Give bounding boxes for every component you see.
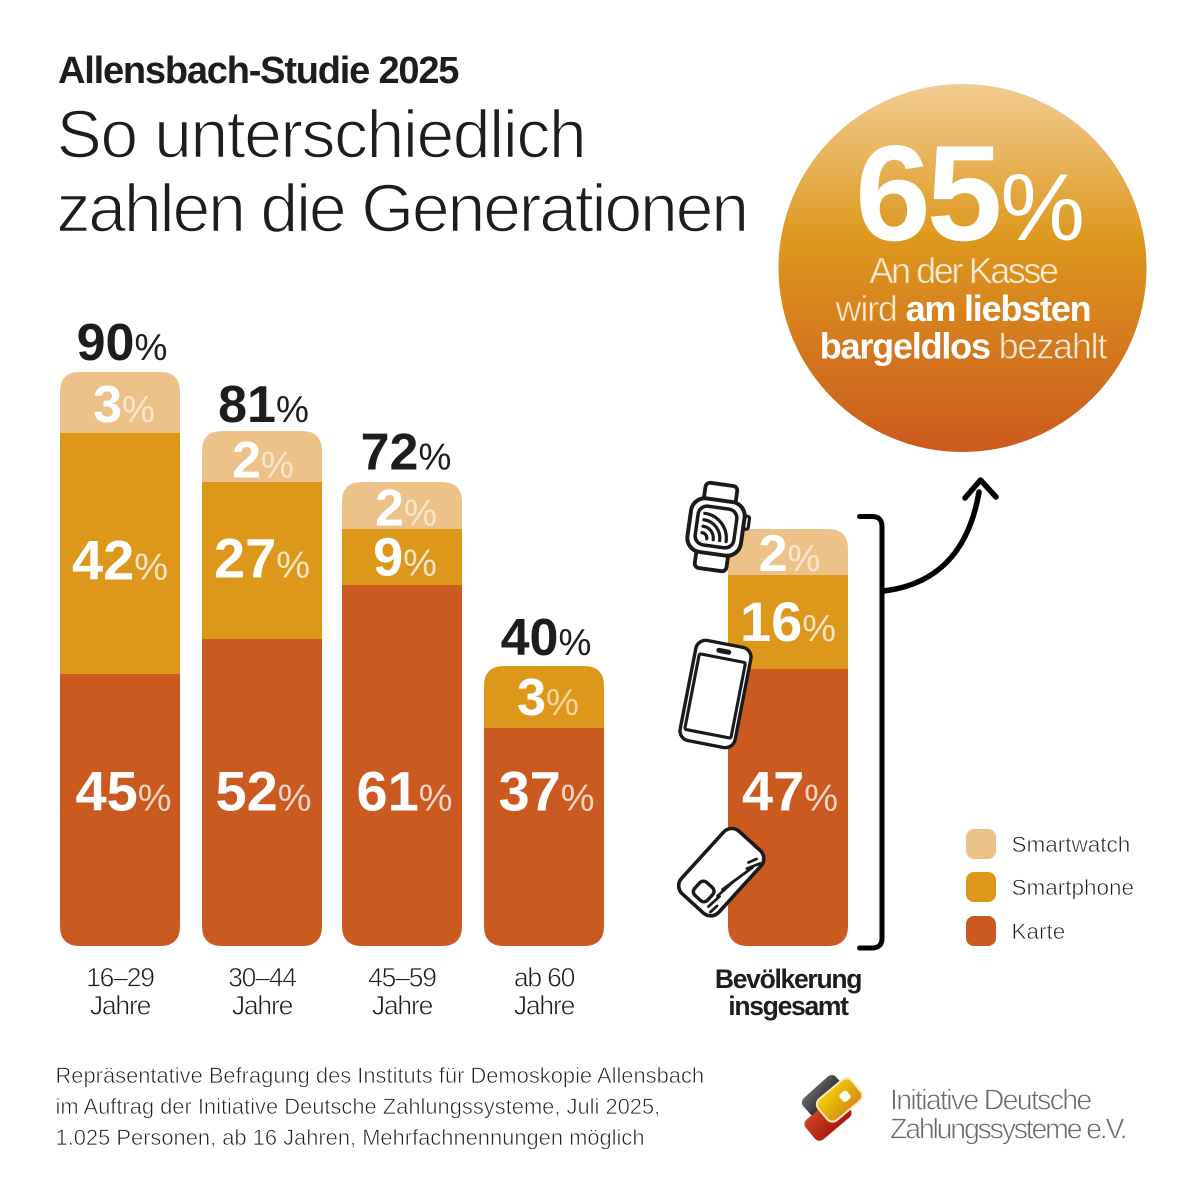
- svg-text:2%: 2%: [759, 525, 821, 583]
- svg-text:Jahre: Jahre: [232, 991, 293, 1021]
- svg-text:2%: 2%: [232, 432, 294, 490]
- svg-text:insgesamt: insgesamt: [728, 991, 849, 1021]
- svg-text:Jahre: Jahre: [372, 991, 433, 1021]
- svg-text:ab 60: ab 60: [514, 963, 575, 993]
- svg-text:9%: 9%: [373, 528, 437, 588]
- svg-text:47%: 47%: [742, 760, 838, 823]
- svg-text:Karte: Karte: [1012, 919, 1066, 944]
- svg-text:45%: 45%: [75, 760, 171, 823]
- svg-text:2%: 2%: [375, 480, 437, 538]
- svg-text:wird am liebsten: wird am liebsten: [835, 288, 1091, 329]
- svg-text:zahlen die Generationen: zahlen die Generationen: [57, 171, 747, 247]
- svg-text:Initiative Deutsche: Initiative Deutsche: [890, 1085, 1091, 1117]
- svg-text:45–59: 45–59: [368, 963, 436, 993]
- svg-text:16%: 16%: [740, 590, 836, 653]
- svg-text:81%: 81%: [218, 376, 309, 434]
- svg-text:1.025 Personen, ab 16 Jahren,: 1.025 Personen, ab 16 Jahren, Mehrfachne…: [56, 1125, 645, 1150]
- svg-text:37%: 37%: [498, 760, 594, 823]
- svg-text:Repräsentative Befragung des I: Repräsentative Befragung des Instituts f…: [56, 1063, 705, 1088]
- svg-text:Smartwatch: Smartwatch: [1012, 832, 1131, 857]
- svg-text:72%: 72%: [361, 424, 452, 482]
- svg-text:3%: 3%: [517, 669, 579, 727]
- svg-text:An der Kasse: An der Kasse: [869, 250, 1058, 291]
- svg-text:So unterschiedlich: So unterschiedlich: [57, 97, 586, 173]
- svg-text:65%: 65%: [855, 117, 1085, 269]
- svg-text:52%: 52%: [215, 760, 311, 823]
- svg-text:30–44: 30–44: [228, 963, 296, 993]
- svg-text:90%: 90%: [77, 314, 168, 372]
- svg-text:Jahre: Jahre: [514, 991, 575, 1021]
- svg-text:Smartphone: Smartphone: [1012, 875, 1135, 900]
- svg-text:Zahlungssysteme e.V.: Zahlungssysteme e.V.: [890, 1114, 1126, 1146]
- svg-text:im Auftrag der Initiative Deut: im Auftrag der Initiative Deutsche Zahlu…: [56, 1094, 661, 1119]
- svg-text:bargeldlos bezahlt: bargeldlos bezahlt: [820, 326, 1108, 367]
- svg-text:27%: 27%: [214, 527, 310, 590]
- svg-text:61%: 61%: [356, 760, 452, 823]
- svg-text:Allensbach-Studie 2025: Allensbach-Studie 2025: [58, 50, 459, 92]
- svg-text:16–29: 16–29: [86, 963, 154, 993]
- svg-text:42%: 42%: [72, 529, 168, 592]
- svg-text:Jahre: Jahre: [90, 991, 151, 1021]
- svg-text:3%: 3%: [93, 376, 155, 434]
- svg-text:40%: 40%: [501, 609, 592, 667]
- svg-text:Bevölkerung: Bevölkerung: [715, 964, 861, 994]
